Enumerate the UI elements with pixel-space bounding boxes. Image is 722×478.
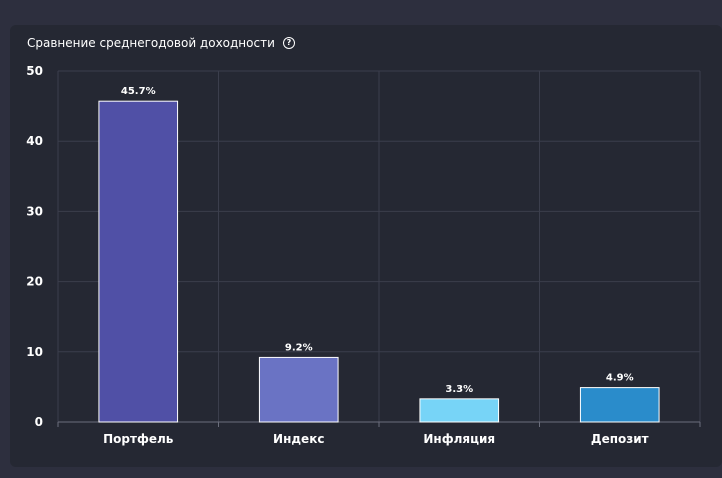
y-tick-label: 30 bbox=[26, 204, 43, 218]
chart-title: Сравнение среднегодовой доходности bbox=[27, 36, 275, 50]
y-tick-label: 10 bbox=[26, 345, 43, 359]
x-tick-label: Инфляция bbox=[423, 432, 495, 446]
x-tick-label: Индекс bbox=[273, 432, 324, 446]
bar-4 bbox=[579, 387, 660, 423]
data-label: 4.9% bbox=[606, 373, 634, 384]
bar-1 bbox=[98, 100, 179, 423]
data-label: 9.2% bbox=[285, 342, 313, 353]
data-label: 45.7% bbox=[121, 86, 156, 97]
bar-3 bbox=[419, 398, 500, 423]
y-tick-label: 20 bbox=[26, 275, 43, 289]
bar-2 bbox=[258, 356, 339, 423]
y-tick-label: 40 bbox=[26, 134, 43, 148]
y-tick-label: 0 bbox=[35, 415, 43, 429]
x-tick-label: Депозит bbox=[591, 432, 649, 446]
question-circle-icon[interactable]: ? bbox=[282, 37, 295, 49]
y-tick-label: 50 bbox=[26, 64, 43, 78]
x-tick-label: Портфель bbox=[103, 432, 174, 446]
data-label: 3.3% bbox=[445, 384, 473, 395]
chart-header: Сравнение среднегодовой доходности ? bbox=[27, 36, 295, 50]
